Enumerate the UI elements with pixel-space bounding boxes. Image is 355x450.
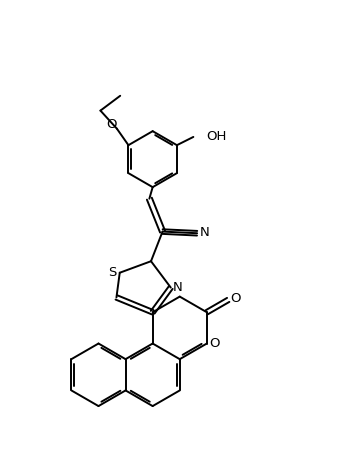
Text: O: O	[209, 337, 219, 350]
Text: N: N	[173, 281, 183, 294]
Text: O: O	[230, 292, 241, 305]
Text: S: S	[108, 266, 117, 279]
Text: O: O	[107, 118, 117, 131]
Text: N: N	[200, 226, 209, 239]
Text: OH: OH	[206, 130, 226, 144]
